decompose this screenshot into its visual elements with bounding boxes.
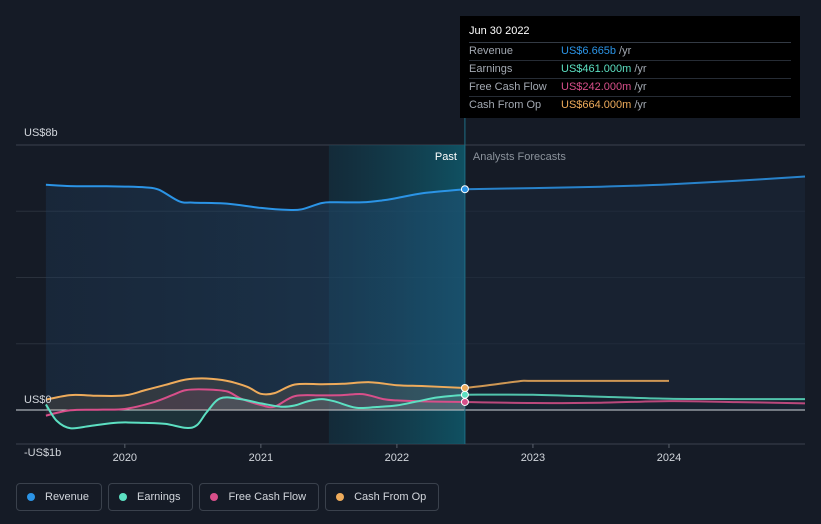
tooltip-unit: /yr bbox=[634, 81, 647, 93]
tooltip-row-cash-from-op: Cash From Op US$664.000m /yr bbox=[469, 97, 791, 114]
legend-label: Revenue bbox=[45, 491, 90, 503]
revenue-forecast-line bbox=[464, 175, 806, 191]
financial-chart: US$8b US$0 -US$1b 2020 2021 2022 2023 2024 Past A… bbox=[16, 16, 806, 464]
tooltip-label: Free Cash Flow bbox=[469, 81, 547, 93]
revenue-area bbox=[45, 184, 465, 410]
legend-dot-icon bbox=[119, 493, 128, 501]
tooltip-value: US$6.665b bbox=[561, 45, 617, 57]
legend-label: Free Cash Flow bbox=[228, 491, 307, 503]
chart-legend: Revenue Earnings Free Cash Flow Cash Fro… bbox=[16, 483, 440, 511]
tooltip-date: Jun 30 2022 bbox=[469, 22, 791, 43]
tooltip-value: US$242.000m bbox=[561, 81, 632, 93]
tooltip-unit: /yr bbox=[634, 99, 647, 111]
legend-label: Cash From Op bbox=[354, 491, 427, 503]
cash-from-op-marker bbox=[460, 384, 469, 393]
y-tick-label: US$0 bbox=[24, 394, 52, 406]
earnings-forecast-line bbox=[464, 393, 805, 401]
y-tick-label: US$8b bbox=[24, 127, 58, 139]
free-cash-flow-area bbox=[45, 389, 465, 416]
tooltip-row-earnings: Earnings US$461.000m /yr bbox=[469, 61, 791, 79]
tooltip-unit: /yr bbox=[634, 63, 647, 75]
legend-dot-icon bbox=[27, 493, 35, 501]
revenue-line bbox=[45, 183, 466, 212]
earnings-line bbox=[45, 393, 466, 430]
legend-item-revenue[interactable]: Revenue bbox=[16, 483, 103, 511]
legend-dot-icon bbox=[210, 493, 219, 501]
earnings-area bbox=[45, 394, 465, 429]
tooltip-value: US$664.000m bbox=[561, 99, 632, 111]
forecast-label: Analysts Forecasts bbox=[473, 151, 566, 163]
free-cash-flow-forecast-line bbox=[464, 400, 806, 405]
x-tick-label: 2024 bbox=[657, 452, 681, 464]
revenue-forecast-area bbox=[464, 176, 805, 410]
x-tick-label: 2020 bbox=[113, 452, 137, 464]
tooltip-row-revenue: Revenue US$6.665b /yr bbox=[469, 43, 791, 61]
y-tick-label: -US$1b bbox=[24, 447, 61, 459]
earnings-marker bbox=[460, 390, 469, 399]
legend-item-earnings[interactable]: Earnings bbox=[108, 483, 194, 511]
tooltip-row-free-cash-flow: Free Cash Flow US$242.000m /yr bbox=[469, 79, 791, 97]
x-tick-label: 2023 bbox=[521, 452, 545, 464]
x-tick-label: 2021 bbox=[249, 452, 273, 464]
free-cash-flow-marker bbox=[460, 397, 469, 406]
tooltip-label: Revenue bbox=[469, 45, 514, 57]
legend-dot-icon bbox=[336, 493, 345, 501]
x-tick-label: 2022 bbox=[385, 452, 409, 464]
revenue-marker bbox=[460, 185, 469, 194]
tooltip-value: US$461.000m bbox=[561, 63, 632, 75]
tooltip-label: Cash From Op bbox=[469, 99, 542, 111]
tooltip-label: Earnings bbox=[469, 63, 513, 75]
tooltip-unit: /yr bbox=[619, 45, 632, 57]
hover-tooltip: Jun 30 2022 Revenue US$6.665b /yr Earnin… bbox=[460, 16, 800, 118]
legend-item-cash-from-op[interactable]: Cash From Op bbox=[325, 483, 440, 511]
cash-from-op-forecast-line bbox=[464, 379, 669, 389]
past-label: Past bbox=[435, 151, 457, 163]
legend-label: Earnings bbox=[137, 491, 181, 503]
cash-from-op-line bbox=[45, 377, 465, 401]
legend-item-free-cash-flow[interactable]: Free Cash Flow bbox=[199, 483, 320, 511]
